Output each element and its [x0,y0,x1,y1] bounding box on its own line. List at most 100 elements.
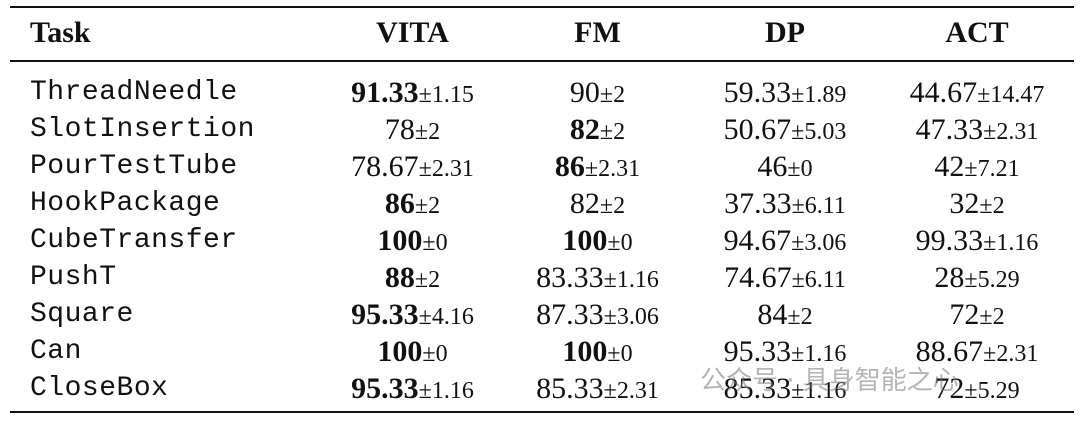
std-value: ±0 [422,340,448,367]
result-cell: 99.33±1.16 [880,222,1074,259]
std-value: ±1.89 [791,81,847,108]
mean-value: 100 [562,223,608,257]
results-table: Task VITA FM DP ACT ThreadNeedle 91.33±1.15 90±… [10,10,1074,407]
mean-value: 37.33 [724,186,792,220]
mean-value: 95.33 [723,334,792,368]
std-value: ±2 [599,118,626,145]
std-value: ±1.16 [791,377,847,404]
std-value: ±0 [787,155,813,182]
result-cell: 83.33±1.16 [505,259,690,296]
column-header: ACT [945,16,1009,49]
result-cell: 100±0 [505,333,690,370]
result-cell: 86±2 [320,185,505,222]
std-value: ±0 [607,229,633,256]
std-value: ±1.16 [983,229,1039,256]
result-cell: 95.33±4.16 [320,296,505,333]
std-value: ±2.31 [983,340,1039,367]
mean-value: 74.67 [724,260,792,294]
result-cell: 100±0 [505,222,690,259]
std-value: ±1.16 [791,340,847,367]
header-row: Task VITA FM DP ACT [10,10,1074,56]
mean-value: 59.33 [723,75,792,109]
std-value: ±2 [414,266,441,293]
result-cell: 86±2.31 [505,148,690,185]
result-cell: 59.33±1.89 [690,74,880,111]
std-value: ±14.47 [977,81,1045,108]
result-cell: 84±2 [690,296,880,333]
result-cell: 87.33±3.06 [505,296,690,333]
std-value: ±2.31 [584,155,641,182]
result-cell: 88.67±2.31 [880,333,1074,370]
mean-value: 86 [384,186,415,220]
result-cell: 88±2 [320,259,505,296]
task-name: CubeTransfer [30,225,238,256]
std-value: ±2 [787,303,813,330]
mean-value: 100 [562,334,608,368]
std-value: ±5.29 [964,266,1020,293]
std-value: ±6.11 [791,192,846,219]
std-value: ±2 [414,192,441,219]
mean-value: 100 [377,334,423,368]
std-value: ±6.11 [791,266,846,293]
result-cell: 37.33±6.11 [690,185,880,222]
std-value: ±7.21 [964,155,1020,182]
result-cell: 90±2 [505,74,690,111]
result-cell: 32±2 [880,185,1074,222]
result-cell: 100±0 [320,222,505,259]
watermark: 公众号 · 具身智能之心 [700,366,959,396]
result-cell: 85.33±2.31 [505,370,690,407]
mean-value: 78.67 [351,149,419,183]
table-row: Square 95.33±4.16 87.33±3.06 84±2 72±2 [10,296,1074,333]
std-value: ±2.31 [603,377,659,404]
mean-value: 86 [554,149,585,183]
bottom-rule [10,411,1074,413]
mean-value: 72 [934,371,965,405]
task-name: Square [30,299,134,330]
column-header: Task [30,16,91,49]
result-cell: 72±5.29 [880,370,1074,407]
result-cell: 28±5.29 [880,259,1074,296]
mean-value: 91.33 [351,75,419,109]
std-value: ±2.31 [983,118,1039,145]
mean-value: 85.33 [723,371,792,405]
mean-value: 83.33 [536,260,604,294]
std-value: ±3.06 [791,229,847,256]
result-cell: 85.33±1.16 [690,370,880,407]
std-value: ±5.03 [791,118,847,145]
table-header: Task VITA FM DP ACT [10,10,1074,56]
result-cell: 78.67±2.31 [320,148,505,185]
result-cell: 42±7.21 [880,148,1074,185]
task-name: ThreadNeedle [30,77,238,108]
mean-value: 95.33 [351,371,419,405]
mean-value: 84 [757,297,788,331]
spacer [10,56,1074,74]
result-cell: 94.67±3.06 [690,222,880,259]
result-cell: 95.33±1.16 [320,370,505,407]
mean-value: 95.33 [351,297,419,331]
mean-value: 88 [384,260,415,294]
mean-value: 50.67 [723,112,792,146]
task-name: CloseBox [30,373,169,404]
table-row: CloseBox 95.33±1.16 85.33±2.31 85.33±1.16 72… [10,370,1074,407]
mean-value: 82 [569,186,600,220]
std-value: ±1.16 [603,266,659,293]
mean-value: 99.33 [915,223,984,257]
table-row: ThreadNeedle 91.33±1.15 90±2 59.33±1.89 44.6… [10,74,1074,111]
std-value: ±0 [422,229,448,256]
std-value: ±3.06 [603,303,659,330]
result-cell: 100±0 [320,333,505,370]
table-body: ThreadNeedle 91.33±1.15 90±2 59.33±1.89 44.6… [10,56,1074,407]
table-row: Can 100±0 100±0 95.33±1.16 88.67±2.31 [10,333,1074,370]
result-cell: 44.67±14.47 [880,74,1074,111]
result-cell: 95.33±1.16 [690,333,880,370]
column-header: FM [574,16,621,49]
std-value: ±2 [599,81,626,108]
table-row: HookPackage 86±2 82±2 37.33±6.11 32±2 [10,185,1074,222]
mean-value: 42 [934,149,965,183]
task-name: SlotInsertion [30,114,255,145]
std-value: ±1.16 [418,377,474,404]
std-value: ±2 [599,192,626,219]
task-name: HookPackage [30,188,221,219]
column-header: DP [765,16,805,49]
